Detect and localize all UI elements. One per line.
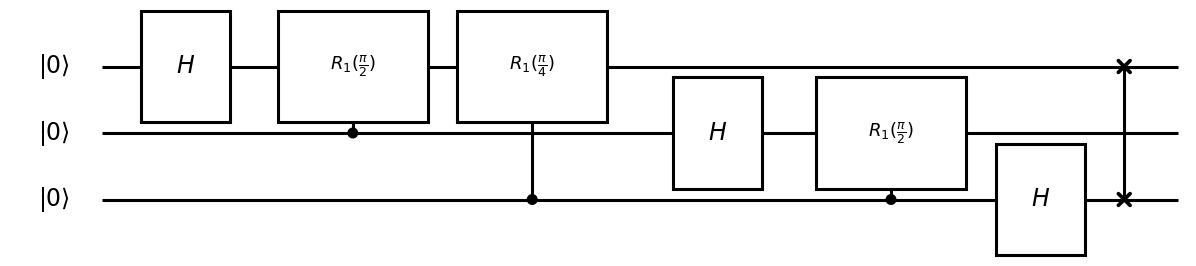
Bar bbox=[816, 77, 966, 189]
Bar bbox=[141, 11, 230, 122]
Text: $|0\rangle$: $|0\rangle$ bbox=[38, 185, 69, 214]
Text: $R_1(\frac{\pi}{2})$: $R_1(\frac{\pi}{2})$ bbox=[330, 54, 376, 79]
Bar bbox=[672, 77, 763, 189]
Text: $|0\rangle$: $|0\rangle$ bbox=[38, 52, 69, 81]
Text: $H$: $H$ bbox=[176, 55, 195, 78]
Ellipse shape bbox=[886, 195, 896, 204]
Text: $H$: $H$ bbox=[708, 122, 727, 144]
Text: $H$: $H$ bbox=[1031, 188, 1050, 211]
Ellipse shape bbox=[348, 128, 358, 138]
Bar bbox=[457, 11, 608, 122]
Ellipse shape bbox=[527, 195, 537, 204]
Text: $R_1(\frac{\pi}{4})$: $R_1(\frac{\pi}{4})$ bbox=[509, 54, 555, 79]
Bar bbox=[277, 11, 428, 122]
Bar bbox=[995, 144, 1086, 255]
Text: $R_1(\frac{\pi}{2})$: $R_1(\frac{\pi}{2})$ bbox=[868, 120, 914, 146]
Text: $|0\rangle$: $|0\rangle$ bbox=[38, 118, 69, 148]
